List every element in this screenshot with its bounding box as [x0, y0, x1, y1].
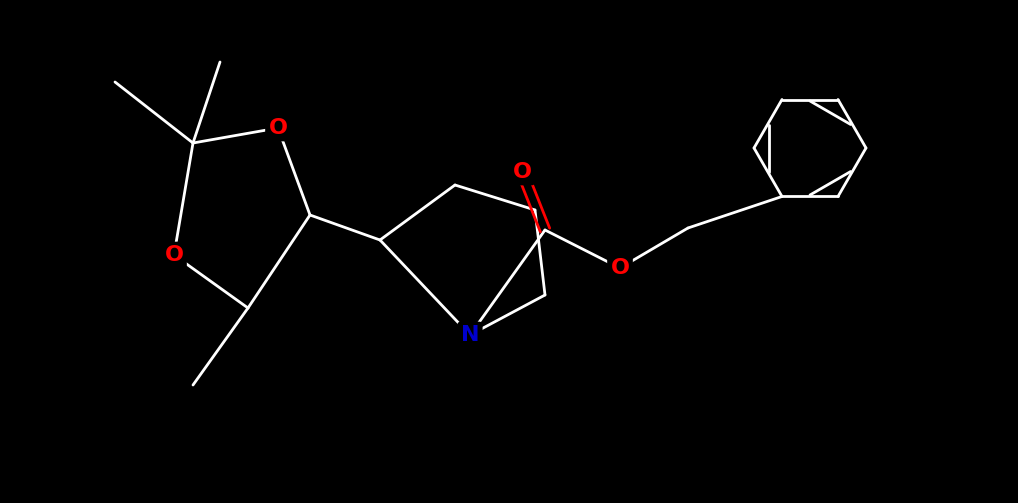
Text: O: O	[512, 162, 531, 182]
Text: O: O	[269, 118, 287, 138]
Text: O: O	[611, 258, 629, 278]
Text: O: O	[165, 245, 183, 265]
Text: N: N	[461, 325, 479, 345]
